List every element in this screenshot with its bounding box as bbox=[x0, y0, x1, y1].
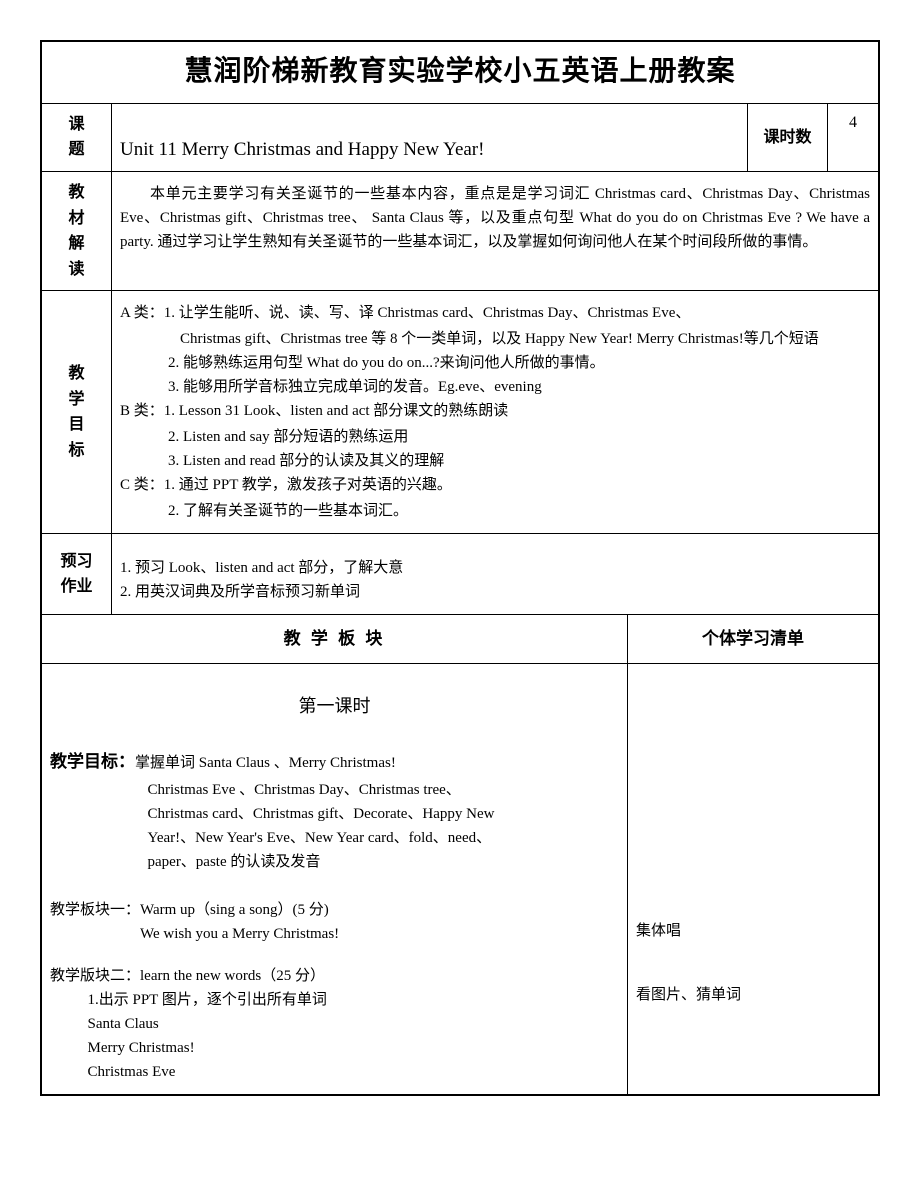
preview-line-2: 2. 用英汉词典及所学音标预习新单词 bbox=[120, 580, 870, 604]
lesson-goal-5: paper、paste 的认读及发音 bbox=[50, 850, 619, 874]
topic-label-1: 课 bbox=[68, 112, 84, 138]
section-header-left: 教 学 板 块 bbox=[42, 615, 628, 662]
goal-a-2: Christmas gift、Christmas tree 等 8 个一类单词，… bbox=[120, 327, 870, 351]
goal-b-1: B 类：1. Lesson 31 Look、listen and act 部分课… bbox=[120, 399, 870, 423]
goals-label-4: 标 bbox=[68, 438, 84, 464]
title-row: 慧润阶梯新教育实验学校小五英语上册教案 bbox=[42, 42, 878, 104]
material-row: 教 材 解 读 本单元主要学习有关圣诞节的一些基本内容，重点是是学习词汇 Chr… bbox=[42, 172, 878, 291]
topic-label: 课 题 bbox=[42, 104, 112, 171]
goal-a-4: 3. 能够用所学音标独立完成单词的发音。Eg.eve、evening bbox=[120, 375, 870, 399]
goal-b-2: 2. Listen and say 部分短语的熟练运用 bbox=[120, 425, 870, 449]
goals-content: A 类：1. 让学生能听、说、读、写、译 Christmas card、Chri… bbox=[112, 291, 878, 533]
material-label-1: 教 bbox=[68, 180, 84, 206]
block-2-line-1: 教学版块二：learn the new words（25 分） bbox=[50, 964, 619, 988]
right-note-1: 集体唱 bbox=[636, 919, 870, 943]
right-spacer-2 bbox=[636, 874, 870, 919]
lesson-goal-1: 掌握单词 Santa Claus 、Merry Christmas! bbox=[135, 755, 396, 771]
material-content: 本单元主要学习有关圣诞节的一些基本内容，重点是是学习词汇 Christmas c… bbox=[112, 172, 878, 290]
goal-a-1: A 类：1. 让学生能听、说、读、写、译 Christmas card、Chri… bbox=[120, 301, 870, 325]
goals-label-3: 目 bbox=[68, 412, 84, 438]
period-value: 4 bbox=[828, 104, 878, 171]
period-label: 课时数 bbox=[748, 104, 828, 171]
goals-label: 教 学 目 标 bbox=[42, 291, 112, 533]
topic-label-2: 题 bbox=[68, 137, 84, 163]
goals-row: 教 学 目 标 A 类：1. 让学生能听、说、读、写、译 Christmas c… bbox=[42, 291, 878, 534]
lesson-row: 第一课时 教学目标：掌握单词 Santa Claus 、Merry Christ… bbox=[42, 664, 878, 1094]
block-2-line-3: Santa Claus bbox=[50, 1012, 619, 1036]
main-title: 慧润阶梯新教育实验学校小五英语上册教案 bbox=[42, 50, 878, 95]
block-2-line-2: 1.出示 PPT 图片，逐个引出所有单词 bbox=[50, 988, 619, 1012]
right-spacer bbox=[636, 674, 870, 874]
section-header-right: 个体学习清单 bbox=[628, 615, 878, 662]
block-2-line-5: Christmas Eve bbox=[50, 1060, 619, 1084]
preview-label: 预习 作业 bbox=[42, 534, 112, 614]
goals-label-1: 教 bbox=[68, 361, 84, 387]
lesson-goal-3: Christmas card、Christmas gift、Decorate、H… bbox=[50, 802, 619, 826]
lesson-plan-document: 慧润阶梯新教育实验学校小五英语上册教案 课 题 Unit 11 Merry Ch… bbox=[40, 40, 880, 1096]
preview-content: 1. 预习 Look、listen and act 部分，了解大意 2. 用英汉… bbox=[112, 534, 878, 614]
preview-label-2: 作业 bbox=[60, 574, 92, 600]
lesson-goal-2: Christmas Eve 、Christmas Day、Christmas t… bbox=[50, 778, 619, 802]
lesson-left: 第一课时 教学目标：掌握单词 Santa Claus 、Merry Christ… bbox=[42, 664, 628, 1094]
block-2: 教学版块二：learn the new words（25 分） 1.出示 PPT… bbox=[50, 964, 619, 1084]
goal-a-3: 2. 能够熟练运用句型 What do you do on...?来询问他人所做… bbox=[120, 351, 870, 375]
goals-label-2: 学 bbox=[68, 387, 84, 413]
preview-label-1: 预习 bbox=[60, 549, 92, 575]
material-label: 教 材 解 读 bbox=[42, 172, 112, 290]
block-1: 教学板块一：Warm up（sing a song）(5 分) We wish … bbox=[50, 898, 619, 946]
lesson-right: 集体唱 看图片、猜单词 bbox=[628, 664, 878, 1094]
material-text: 本单元主要学习有关圣诞节的一些基本内容，重点是是学习词汇 Christmas c… bbox=[120, 182, 870, 254]
material-label-2: 材 bbox=[68, 206, 84, 232]
goal-b-3: 3. Listen and read 部分的认读及其义的理解 bbox=[120, 449, 870, 473]
lesson-goal-line: 教学目标：掌握单词 Santa Claus 、Merry Christmas! bbox=[50, 748, 619, 775]
material-label-3: 解 bbox=[68, 231, 84, 257]
goal-c-1: C 类：1. 通过 PPT 教学，激发孩子对英语的兴趣。 bbox=[120, 473, 870, 497]
section-header-row: 教 学 板 块 个体学习清单 bbox=[42, 615, 878, 663]
block-1-line-1: 教学板块一：Warm up（sing a song）(5 分) bbox=[50, 898, 619, 922]
lesson-goal-label: 教学目标： bbox=[50, 752, 135, 771]
right-note-2: 看图片、猜单词 bbox=[636, 983, 870, 1007]
block-1-line-2: We wish you a Merry Christmas! bbox=[50, 922, 619, 946]
right-spacer-3 bbox=[636, 943, 870, 983]
lesson-number: 第一课时 bbox=[50, 692, 619, 721]
lesson-goal-4: Year!、New Year's Eve、New Year card、fold、… bbox=[50, 826, 619, 850]
block-2-line-4: Merry Christmas! bbox=[50, 1036, 619, 1060]
preview-row: 预习 作业 1. 预习 Look、listen and act 部分，了解大意 … bbox=[42, 534, 878, 615]
preview-line-1: 1. 预习 Look、listen and act 部分，了解大意 bbox=[120, 556, 870, 580]
goal-c-2: 2. 了解有关圣诞节的一些基本词汇。 bbox=[120, 499, 870, 523]
header-row: 课 题 Unit 11 Merry Christmas and Happy Ne… bbox=[42, 104, 878, 172]
unit-title: Unit 11 Merry Christmas and Happy New Ye… bbox=[112, 104, 748, 171]
material-label-4: 读 bbox=[68, 257, 84, 283]
